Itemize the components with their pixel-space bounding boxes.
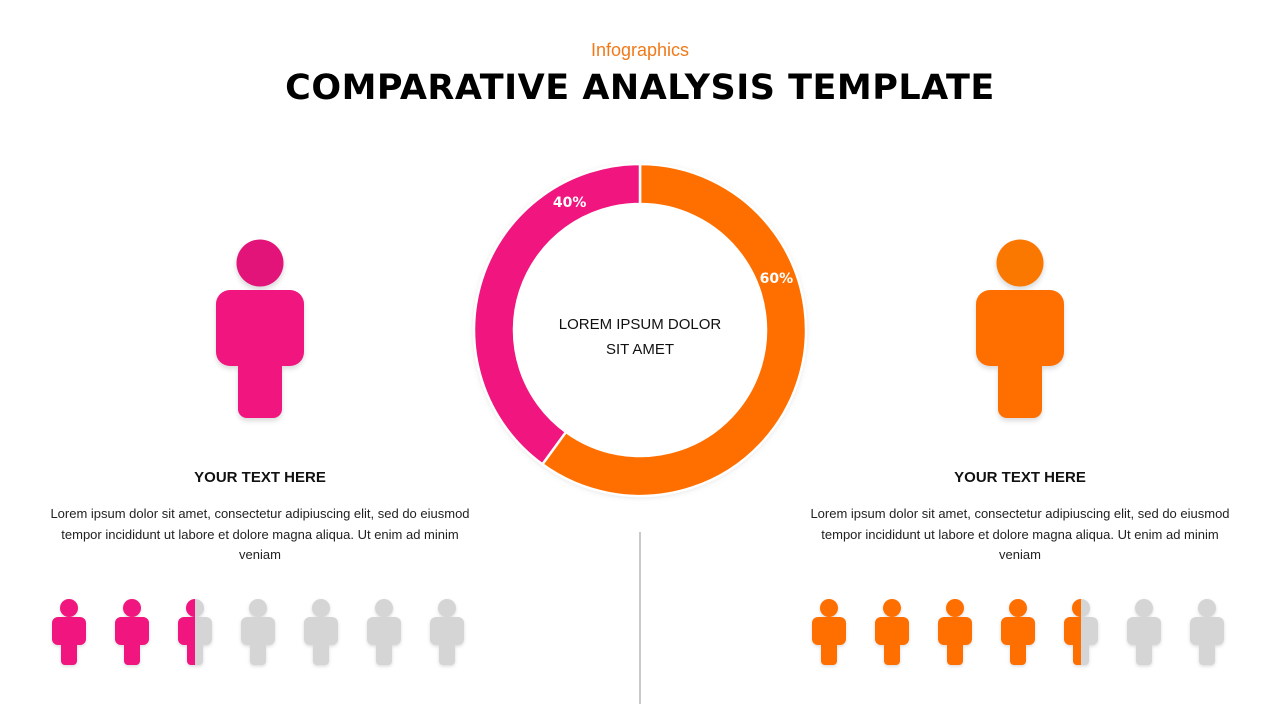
left-small-person-icon [52, 599, 86, 667]
donut-slice-60 [540, 162, 808, 498]
right-person-icon [976, 239, 1064, 421]
donut-slice-40 [472, 162, 642, 467]
divider [639, 532, 641, 704]
right-body-text: Lorem ipsum dolor sit amet, consectetur … [810, 506, 1230, 562]
center-label-line-2: SIT AMET [606, 341, 674, 358]
right-small-person-icon [1190, 599, 1224, 667]
left-small-person-icon [367, 599, 401, 667]
donut-label-60: 60% [760, 271, 794, 287]
page-title: COMPARATIVE ANALYSIS TEMPLATE [285, 68, 995, 108]
right-heading: YOUR TEXT HERE [954, 469, 1086, 486]
right-small-person-icon [1064, 599, 1098, 667]
left-body-text: Lorem ipsum dolor sit amet, consectetur … [50, 506, 470, 562]
right-small-person-icon [1127, 599, 1161, 667]
right-small-person-icon [1001, 599, 1035, 667]
left-small-person-icon [241, 599, 275, 667]
right-small-person-icon [938, 599, 972, 667]
donut-chart: 60% 40% LOREM IPSUM DOLOR SIT AMET [472, 162, 808, 498]
donut-label-40: 40% [553, 195, 587, 211]
right-small-person-icon [875, 599, 909, 667]
right-small-person-icon [812, 599, 846, 667]
left-small-person-icon [115, 599, 149, 667]
center-label-line-1: LOREM IPSUM DOLOR [559, 316, 722, 333]
left-person-icon-row [52, 599, 464, 667]
left-person-icon [216, 239, 304, 421]
left-small-person-icon [304, 599, 338, 667]
left-heading: YOUR TEXT HERE [194, 469, 326, 486]
left-small-person-icon [178, 599, 212, 667]
left-small-person-icon [430, 599, 464, 667]
subtitle: Infographics [590, 40, 690, 60]
right-person-icon-row [812, 599, 1224, 667]
